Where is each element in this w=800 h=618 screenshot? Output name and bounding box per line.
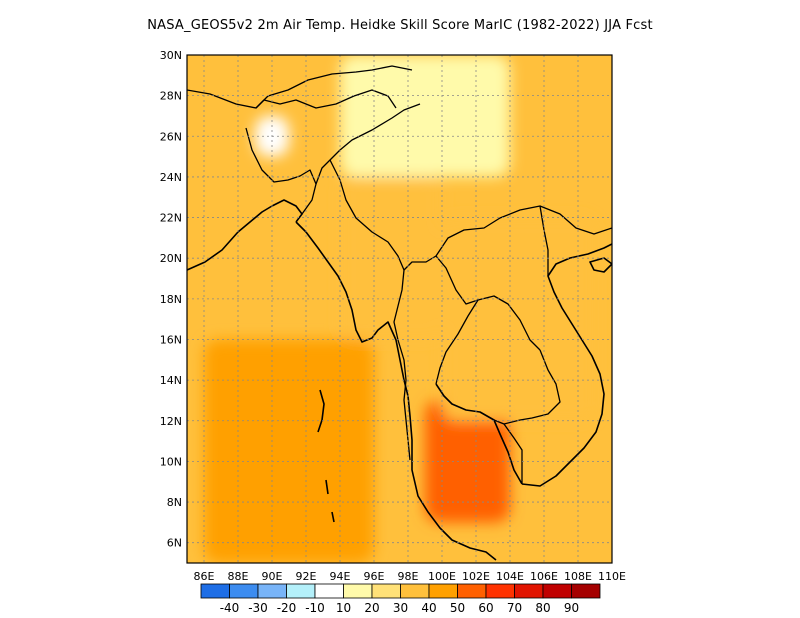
colorbar-swatch bbox=[371, 583, 401, 599]
lon-tick-label: 98E bbox=[398, 570, 419, 583]
lon-tick-label: 104E bbox=[496, 570, 524, 583]
colorbar-label: 50 bbox=[450, 601, 465, 615]
skill-field bbox=[187, 55, 612, 563]
colorbar-swatch bbox=[257, 583, 287, 599]
colorbar-swatch bbox=[571, 583, 601, 599]
lat-tick-label: 24N bbox=[160, 171, 182, 184]
colorbar-swatch bbox=[400, 583, 430, 599]
lat-tick-label: 26N bbox=[160, 130, 182, 143]
lat-tick-label: 28N bbox=[160, 90, 182, 103]
field-region-0 bbox=[204, 339, 374, 563]
colorbar-label: 70 bbox=[507, 601, 522, 615]
colorbar-label: 20 bbox=[364, 601, 379, 615]
lat-tick-label: 30N bbox=[160, 49, 182, 62]
lon-tick-label: 90E bbox=[262, 570, 283, 583]
colorbar-label: 90 bbox=[564, 601, 579, 615]
coastlines bbox=[187, 199, 612, 561]
colorbar-label: 60 bbox=[478, 601, 493, 615]
lat-tick-label: 14N bbox=[160, 374, 182, 387]
plot-frame bbox=[186, 54, 613, 564]
colorbar-label: 10 bbox=[336, 601, 351, 615]
latitude-labels: 30N 28N 26N 24N 22N 20N 18N 16N 14N 12N 10N 8N 6N bbox=[160, 49, 182, 550]
colorbar bbox=[200, 583, 601, 599]
colorbar-swatch bbox=[229, 583, 259, 599]
colorbar-label: -10 bbox=[305, 601, 325, 615]
lat-tick-label: 6N bbox=[167, 537, 182, 550]
lat-tick-label: 16N bbox=[160, 333, 182, 346]
lat-tick-label: 8N bbox=[167, 496, 182, 509]
lon-tick-label: 110E bbox=[598, 570, 626, 583]
colorbar-swatch bbox=[286, 583, 316, 599]
lat-tick-label: 12N bbox=[160, 415, 182, 428]
colorbar-swatch bbox=[457, 583, 487, 599]
lat-tick-label: 10N bbox=[160, 455, 182, 468]
colorbar-label: -30 bbox=[248, 601, 268, 615]
lon-tick-label: 100E bbox=[428, 570, 456, 583]
lon-tick-label: 108E bbox=[564, 570, 592, 583]
country-borders bbox=[187, 65, 612, 484]
lon-tick-label: 88E bbox=[228, 570, 249, 583]
lat-tick-label: 22N bbox=[160, 212, 182, 225]
field-region-2 bbox=[340, 176, 442, 340]
colorbar-swatch bbox=[542, 583, 572, 599]
lat-tick-label: 20N bbox=[160, 252, 182, 265]
field-regions bbox=[204, 55, 595, 563]
colorbar-swatch bbox=[428, 583, 458, 599]
colorbar-swatch bbox=[343, 583, 373, 599]
colorbar-label: -20 bbox=[277, 601, 297, 615]
lon-tick-label: 102E bbox=[462, 570, 490, 583]
longitude-labels: 86E 88E 90E 92E 94E 96E 98E 100E 102E 104E 106E 108… bbox=[194, 570, 626, 583]
lon-tick-label: 94E bbox=[330, 570, 351, 583]
field-region-3 bbox=[442, 217, 595, 421]
colorbar-label: 30 bbox=[393, 601, 408, 615]
lon-tick-label: 92E bbox=[296, 570, 317, 583]
map-title: NASA_GEOS5v2 2m Air Temp. Heidke Skill S… bbox=[147, 18, 653, 33]
grid-lines bbox=[187, 55, 612, 563]
colorbar-swatch bbox=[200, 583, 230, 599]
field-region-4 bbox=[340, 55, 510, 177]
colorbar-swatch bbox=[485, 583, 515, 599]
colorbar-label: -40 bbox=[220, 601, 240, 615]
lon-tick-label: 106E bbox=[530, 570, 558, 583]
colorbar-labels: -40 -30 -20 -10 10 20 30 40 50 60 70 80 90 bbox=[220, 601, 579, 615]
lon-tick-label: 96E bbox=[364, 570, 385, 583]
lat-tick-label: 18N bbox=[160, 293, 182, 306]
colorbar-label: 40 bbox=[421, 601, 436, 615]
colorbar-label: 80 bbox=[535, 601, 550, 615]
colorbar-swatch bbox=[514, 583, 544, 599]
lon-tick-label: 86E bbox=[194, 570, 215, 583]
colorbar-swatch bbox=[314, 583, 344, 599]
